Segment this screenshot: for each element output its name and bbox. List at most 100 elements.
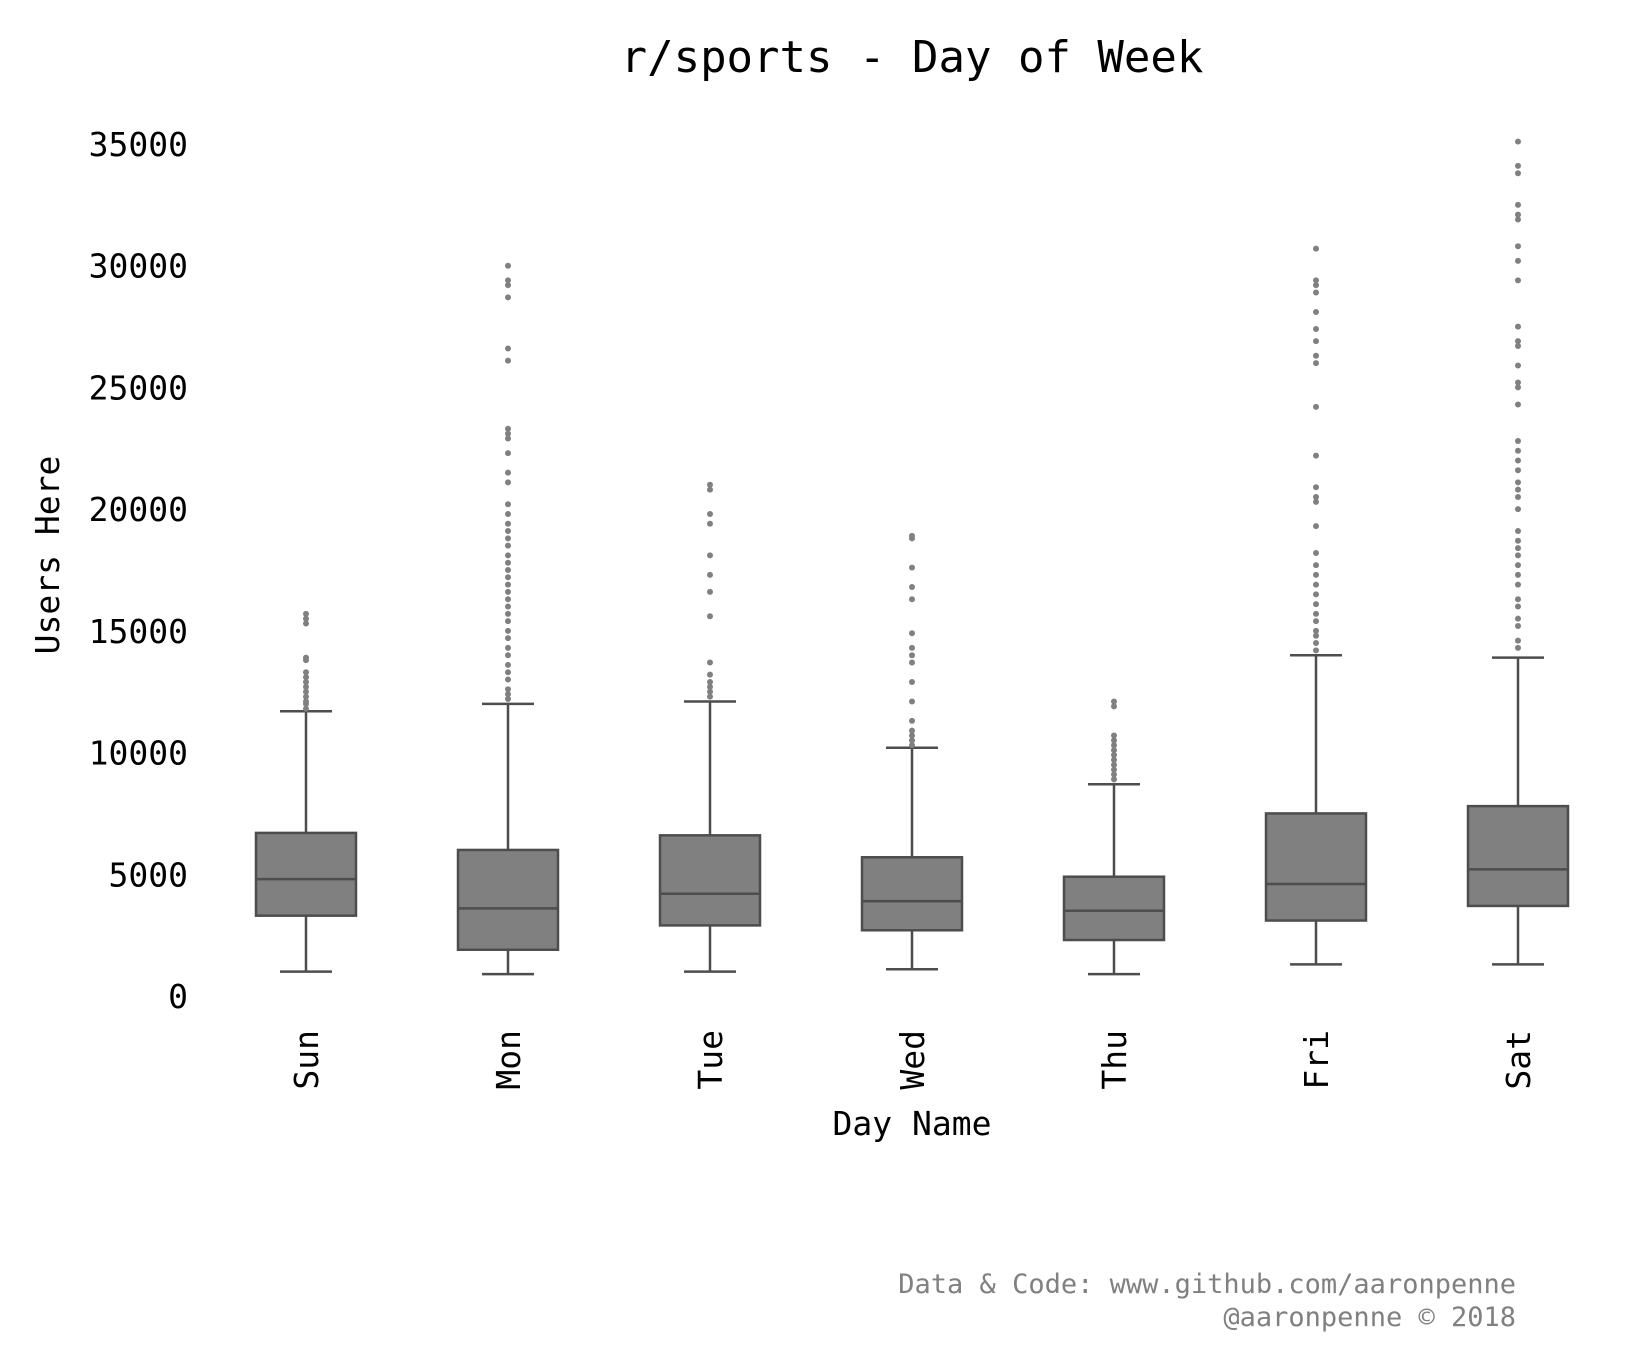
- outlier-point: [909, 532, 915, 539]
- outlier-point: [1515, 257, 1521, 264]
- outlier-point: [1515, 211, 1521, 218]
- outlier-point: [1515, 323, 1521, 330]
- outlier-point: [909, 584, 915, 591]
- outlier-point: [1313, 647, 1319, 654]
- outlier-point: [1515, 170, 1521, 177]
- outlier-point: [505, 552, 511, 559]
- outlier-point: [1515, 622, 1521, 629]
- outlier-point: [909, 652, 915, 659]
- outlier-point: [1313, 484, 1319, 491]
- y-tick-label: 25000: [89, 368, 188, 407]
- outlier-point: [1515, 552, 1521, 559]
- outlier-point: [1515, 596, 1521, 603]
- outlier-point: [1111, 752, 1117, 759]
- outlier-point: [707, 659, 713, 666]
- outlier-point: [1313, 452, 1319, 459]
- outlier-point: [505, 661, 511, 668]
- outlier-point: [303, 688, 309, 695]
- outlier-point: [303, 674, 309, 681]
- outlier-point: [1515, 447, 1521, 454]
- outlier-point: [505, 588, 511, 595]
- outlier-point: [1111, 698, 1117, 705]
- outlier-point: [909, 732, 915, 739]
- x-tick-label: Fri: [1297, 1030, 1336, 1090]
- outlier-point: [707, 511, 713, 518]
- outlier-point: [1515, 401, 1521, 408]
- outlier-point: [505, 635, 511, 642]
- outlier-point: [1515, 362, 1521, 369]
- outlier-point: [303, 683, 309, 690]
- outlier-point: [707, 688, 713, 695]
- outlier-point: [909, 659, 915, 666]
- outlier-point: [1515, 201, 1521, 208]
- outlier-point: [303, 669, 309, 676]
- outlier-point: [909, 717, 915, 724]
- outlier-point: [1515, 537, 1521, 544]
- outlier-point: [1313, 571, 1319, 578]
- outlier-point: [1313, 610, 1319, 617]
- outlier-point: [1515, 603, 1521, 610]
- outlier-point: [505, 559, 511, 566]
- outlier-point: [1313, 360, 1319, 367]
- box-group-tue: [658, 481, 762, 973]
- outlier-point: [303, 678, 309, 685]
- outlier-point: [303, 615, 309, 622]
- outlier-point: [1111, 742, 1117, 749]
- outlier-point: [505, 676, 511, 683]
- outlier-point: [1313, 245, 1319, 252]
- box-iqr: [1466, 804, 1570, 908]
- outlier-point: [1515, 637, 1521, 644]
- outlier-point: [1515, 243, 1521, 250]
- outlier-point: [505, 511, 511, 518]
- chart-title: r/sports - Day of Week: [621, 32, 1204, 83]
- outlier-point: [1515, 506, 1521, 513]
- outlier-point: [1111, 761, 1117, 768]
- outlier-point: [1313, 523, 1319, 530]
- outlier-point: [1111, 771, 1117, 778]
- outlier-point: [505, 567, 511, 573]
- x-tick-label: Mon: [489, 1030, 528, 1090]
- outlier-point: [909, 596, 915, 603]
- outlier-point: [505, 277, 511, 284]
- outlier-point: [707, 588, 713, 595]
- outlier-point: [1313, 338, 1319, 345]
- outlier-point: [1515, 486, 1521, 493]
- outlier-point: [505, 294, 511, 301]
- outlier-point: [303, 620, 309, 627]
- outlier-point: [1515, 467, 1521, 474]
- outlier-point: [505, 691, 511, 698]
- box-group-mon: [456, 262, 560, 976]
- x-tick-label: Wed: [893, 1030, 932, 1090]
- outlier-point: [707, 693, 713, 700]
- outlier-point: [505, 501, 511, 508]
- outlier-point: [505, 479, 511, 486]
- outlier-point: [909, 727, 915, 734]
- outlier-point: [1515, 138, 1521, 145]
- y-tick-label: 10000: [89, 734, 188, 773]
- footer-copyright: @aaronpenne © 2018: [1223, 1302, 1516, 1333]
- outlier-point: [1111, 766, 1117, 773]
- outlier-point: [505, 425, 511, 432]
- outlier-point: [505, 581, 511, 588]
- box-group-thu: [1062, 698, 1166, 976]
- outlier-point: [1515, 379, 1521, 386]
- outlier-point: [707, 552, 713, 559]
- box-group-sat: [1466, 138, 1570, 966]
- outlier-point: [505, 669, 511, 676]
- y-axis-ticks: 0 5000 10000 15000 20000 25000 30000 35000: [89, 125, 188, 1016]
- outlier-point: [707, 683, 713, 690]
- box-iqr: [1062, 875, 1166, 942]
- outlier-point: [1515, 384, 1521, 391]
- outlier-point: [303, 705, 309, 712]
- x-axis-ticks: Sun Mon Tue Wed Thu Fri Sat: [287, 1030, 1538, 1090]
- outlier-point: [505, 528, 511, 535]
- y-tick-label: 15000: [89, 612, 188, 651]
- outlier-point: [1313, 493, 1319, 500]
- outlier-point: [909, 742, 915, 749]
- outlier-point: [1111, 732, 1117, 739]
- outlier-point: [1313, 562, 1319, 569]
- outlier-point: [1515, 437, 1521, 444]
- outlier-point: [505, 430, 511, 437]
- outlier-point: [505, 603, 511, 610]
